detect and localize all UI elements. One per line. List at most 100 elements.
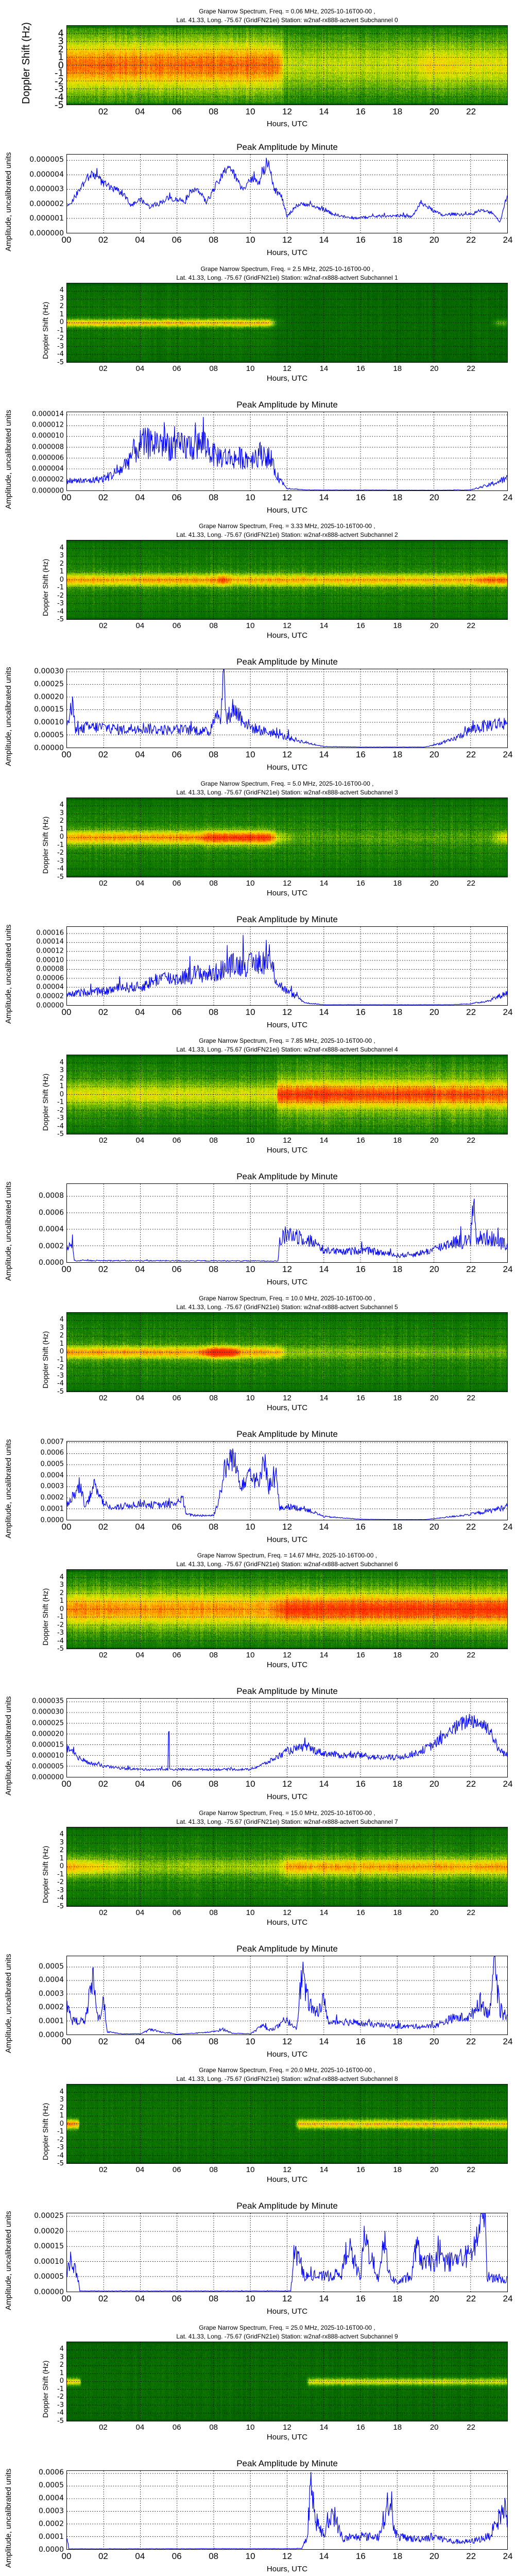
x-tick-label: 20 [429,492,439,502]
y-tick-label: 0 [59,1348,64,1355]
amplitude-chart [66,155,508,233]
x-tick-label: 02 [99,1393,108,1402]
y-tick-label: 0.000015 [31,1741,64,1749]
y-axis-label: Doppler Shift (Hz) [21,22,32,104]
x-tick-label: 12 [282,107,292,116]
x-tick-label: 18 [392,1007,403,1017]
y-axis-label: Amplitude, uncalibrated units [4,1696,13,1795]
x-tick-label: 10 [245,2294,255,2303]
spectrogram-title: Grape Narrow Spectrum, Freq. = 2.5 MHz, … [200,265,374,273]
x-tick-label: 16 [355,1264,366,1274]
x-tick-label: 16 [355,750,366,759]
spectrogram-title: Grape Narrow Spectrum, Freq. = 0.06 MHz,… [199,8,375,15]
x-tick-label: 04 [135,878,145,888]
amplitude-line [66,669,508,748]
x-tick-label: 20 [429,750,439,759]
x-axis-label: Hours, UTC [266,1535,308,1544]
x-tick-label: 22 [467,878,475,888]
x-tick-label: 18 [393,1136,402,1145]
x-tick-label: 20 [430,1908,439,1917]
y-tick-label: -5 [57,358,64,366]
y-tick-label: 1 [59,2112,64,2120]
x-tick-label: 16 [355,2551,366,2561]
x-tick-label: 24 [503,1521,513,1532]
amplitude-title: Peak Amplitude by Minute [236,2201,338,2211]
spectrogram-subtitle: Lat. 41.33, Long. -75.67 (GridFN21ei) St… [176,2332,398,2340]
amplitude-plot [66,2470,508,2550]
y-tick-label: 0 [59,575,64,584]
y-axis-label: Amplitude, uncalibrated units [4,1181,13,1281]
x-tick-label: 00 [61,1264,72,1274]
x-tick-label: 24 [503,2294,513,2303]
y-tick-label: -2 [57,334,64,342]
y-tick-label: 0.0000 [39,2030,64,2039]
y-tick-label: -3 [57,600,64,607]
x-tick-label: 04 [135,1007,145,1017]
y-tick-label: -1 [57,1098,64,1106]
x-tick-label: 22 [466,1521,476,1532]
y-axis-label: Amplitude, uncalibrated units [4,1953,13,2053]
amplitude-plot [66,154,508,233]
y-tick-label: 0.000025 [31,1719,64,1727]
x-tick-label: 00 [61,2036,72,2046]
y-tick-label: -2 [57,2136,64,2144]
x-tick-label: 10 [246,364,255,373]
x-tick-label: 00 [61,235,72,245]
y-tick-label: 4 [59,1573,64,1581]
y-tick-label: 0.0003 [40,1482,64,1490]
x-tick-label: 22 [466,1779,476,1789]
x-tick-label: 14 [319,1521,329,1532]
x-tick-label: 10 [246,2422,255,2432]
x-tick-label: 02 [98,2036,108,2046]
y-tick-label: 0.0000 [40,1516,64,1524]
x-tick-label: 20 [430,1136,439,1145]
y-tick-label: 0.00030 [34,667,64,675]
x-tick-label: 06 [171,107,182,116]
x-tick-label: 22 [467,621,475,630]
x-tick-label: 02 [99,1908,108,1917]
y-tick-label: 0.0000 [39,2545,64,2554]
x-axis-label: Hours, UTC [266,763,308,772]
x-tick-label: 10 [245,2551,255,2561]
x-tick-label: 04 [135,2165,145,2174]
x-tick-label: 04 [135,1521,145,1532]
x-tick-label: 08 [209,107,219,116]
y-tick-label: 1 [59,310,64,318]
amplitude-panel: Peak Amplitude by Minute 00 02 04 06 08 10 12 14… [0,2445,515,2574]
y-axis-label: Amplitude, uncalibrated units [4,2211,13,2310]
y-tick-label: -1 [57,1613,64,1621]
y-tick-label: 0.000005 [31,1762,64,1771]
x-tick-label: 14 [319,1264,329,1274]
y-tick-label: 3 [59,809,64,817]
spectrogram-title: Grape Narrow Spectrum, Freq. = 15.0 MHz,… [199,1809,375,1817]
spectrogram-subtitle: Lat. 41.33, Long. -75.67 (GridFN21ei) St… [176,1303,398,1311]
spectrogram-panel: Grape Narrow Spectrum, Freq. = 7.85 MHz,… [0,1029,515,1158]
y-tick-label: -4 [57,1894,64,1902]
x-tick-label: 04 [135,2294,145,2303]
y-tick-label: 0.000000 [31,487,64,495]
x-tick-label: 06 [172,878,181,888]
y-tick-label: 0.0001 [39,2532,64,2541]
x-tick-label: 04 [135,1264,145,1274]
y-tick-label: -2 [57,591,64,600]
amplitude-plot [66,926,508,1006]
amplitude-line [66,2471,508,2549]
x-tick-label: 10 [246,1651,255,1659]
x-tick-label: 12 [283,1393,291,1402]
y-tick-label: 0.0001 [40,1505,64,1513]
spectrogram-subtitle: Lat. 41.33, Long. -75.67 (GridFN21ei) St… [176,1818,398,1825]
amplitude-title: Peak Amplitude by Minute [236,399,338,410]
x-axis-label: Hours, UTC [266,2432,308,2442]
x-tick-label: 14 [319,364,329,373]
x-tick-label: 14 [319,621,329,630]
amplitude-line [66,1198,508,1262]
y-tick-label: 0.0007 [40,1438,64,1446]
y-axis-label: Doppler Shift (Hz) [41,816,49,874]
y-tick-label: 3 [59,2353,64,2361]
spectrogram-subtitle: Lat. 41.33, Long. -75.67 (GridFN21ei) St… [176,1046,398,1053]
x-tick-label: 16 [356,2165,365,2174]
y-tick-label: 0.000035 [31,1697,64,1705]
y-tick-label: 4 [59,1058,64,1066]
amplitude-plot [66,411,508,491]
x-tick-label: 20 [429,1007,439,1017]
